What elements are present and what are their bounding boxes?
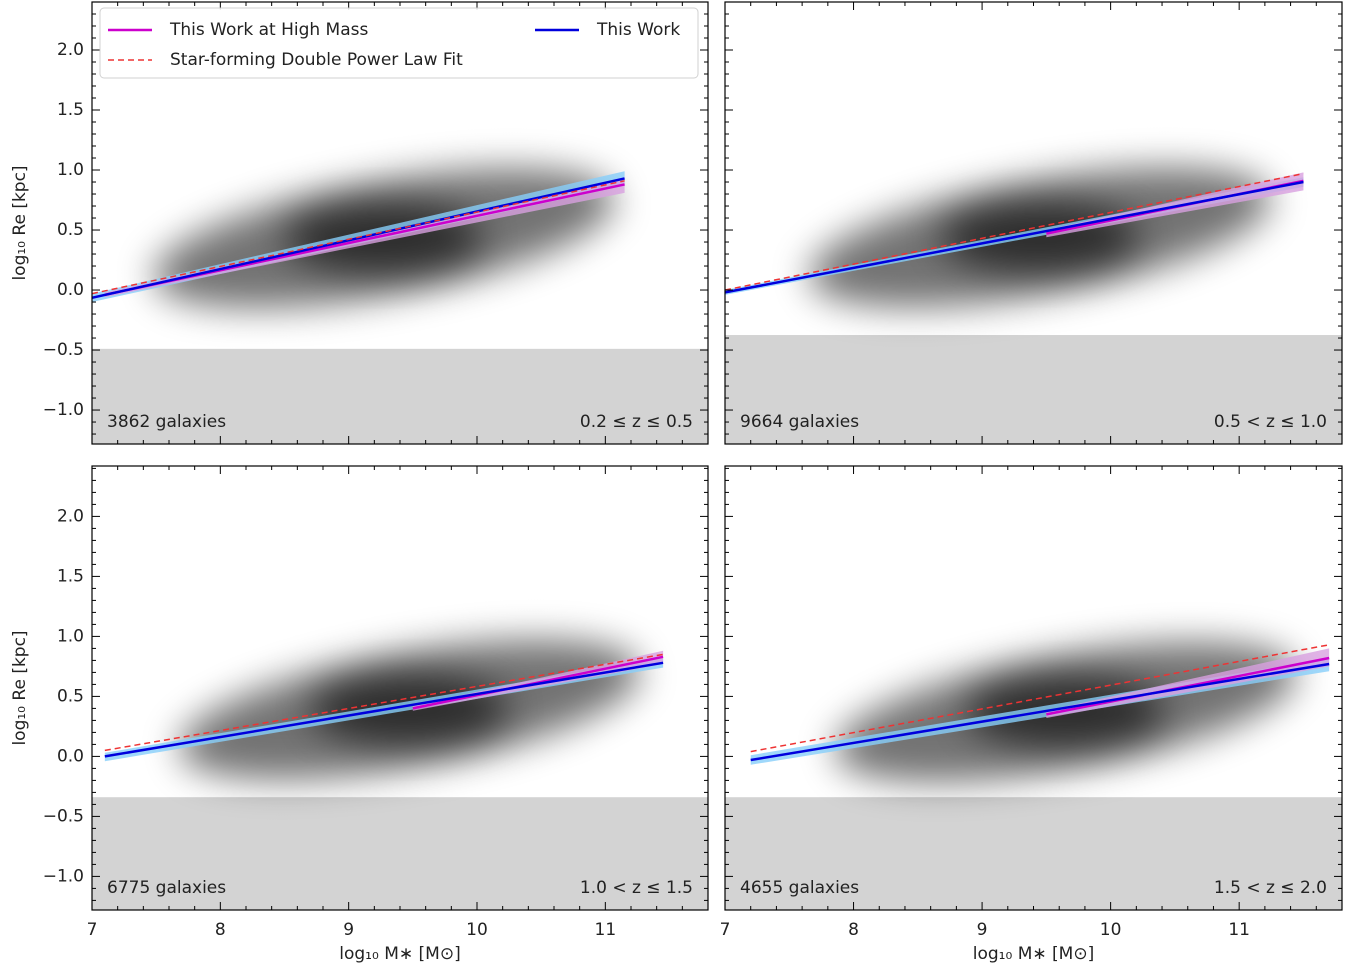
legend-box — [99, 7, 699, 79]
redshift-annotation: 1.0 < z ≤ 1.5 — [580, 878, 693, 898]
y-tick-label: 1.5 — [57, 566, 84, 586]
x-axis-label: log₁₀ M∗ [M⊙] — [339, 944, 460, 964]
y-tick-label: 0.5 — [57, 686, 84, 706]
plot-area — [92, 639, 708, 910]
legend-label: This Work — [596, 20, 680, 40]
x-axis-label: log₁₀ M∗ [M⊙] — [973, 944, 1094, 964]
y-tick-label: −0.5 — [43, 806, 84, 826]
y-axis-label: log₁₀ Re [kpc] — [10, 165, 30, 280]
x-tick-label: 11 — [595, 920, 617, 940]
fit-line — [750, 644, 1330, 753]
plot-area — [725, 167, 1342, 444]
fit-line — [92, 180, 625, 295]
count-annotation: 9664 galaxies — [740, 412, 859, 432]
count-annotation: 3862 galaxies — [107, 412, 226, 432]
excluded-region — [725, 797, 1342, 910]
x-tick-label: 10 — [1100, 920, 1122, 940]
legend-label: Star-forming Double Power Law Fit — [170, 50, 463, 70]
redshift-annotation: 0.2 ≤ z ≤ 0.5 — [580, 412, 693, 432]
y-tick-label: −1.0 — [43, 866, 84, 886]
y-tick-label: 1.0 — [57, 160, 84, 180]
y-tick-label: −0.5 — [43, 340, 84, 360]
x-tick-label: 7 — [720, 920, 731, 940]
fit-line — [92, 177, 625, 300]
y-tick-label: 2.0 — [57, 40, 84, 60]
x-tick-label: 8 — [848, 920, 859, 940]
count-annotation: 4655 galaxies — [740, 878, 859, 898]
y-tick-label: 0.0 — [57, 746, 84, 766]
x-tick-label: 8 — [215, 920, 226, 940]
plot-area — [92, 168, 708, 444]
x-tick-label: 9 — [343, 920, 354, 940]
y-tick-label: −1.0 — [43, 400, 84, 420]
excluded-region — [725, 335, 1342, 444]
y-tick-label: 0.5 — [57, 220, 84, 240]
x-tick-label: 7 — [87, 920, 98, 940]
y-tick-label: 1.5 — [57, 100, 84, 120]
x-tick-label: 9 — [977, 920, 988, 940]
fit-line — [725, 180, 1304, 294]
legend-label: This Work at High Mass — [169, 20, 368, 40]
x-tick-label: 11 — [1228, 920, 1250, 940]
x-tick-label: 10 — [466, 920, 488, 940]
y-tick-label: 1.0 — [57, 626, 84, 646]
excluded-region — [92, 797, 708, 910]
fit-line — [104, 653, 664, 752]
redshift-annotation: 0.5 < z ≤ 1.0 — [1214, 412, 1327, 432]
y-tick-label: 2.0 — [57, 506, 84, 526]
y-tick-label: 0.0 — [57, 280, 84, 300]
count-annotation: 6775 galaxies — [107, 878, 226, 898]
plot-area — [725, 642, 1342, 910]
fit-line — [104, 661, 664, 758]
y-axis-label: log₁₀ Re [kpc] — [10, 630, 30, 745]
excluded-region — [92, 348, 708, 444]
fit-line — [725, 172, 1304, 291]
redshift-annotation: 1.5 < z ≤ 2.0 — [1214, 878, 1327, 898]
fit-line — [750, 662, 1330, 762]
